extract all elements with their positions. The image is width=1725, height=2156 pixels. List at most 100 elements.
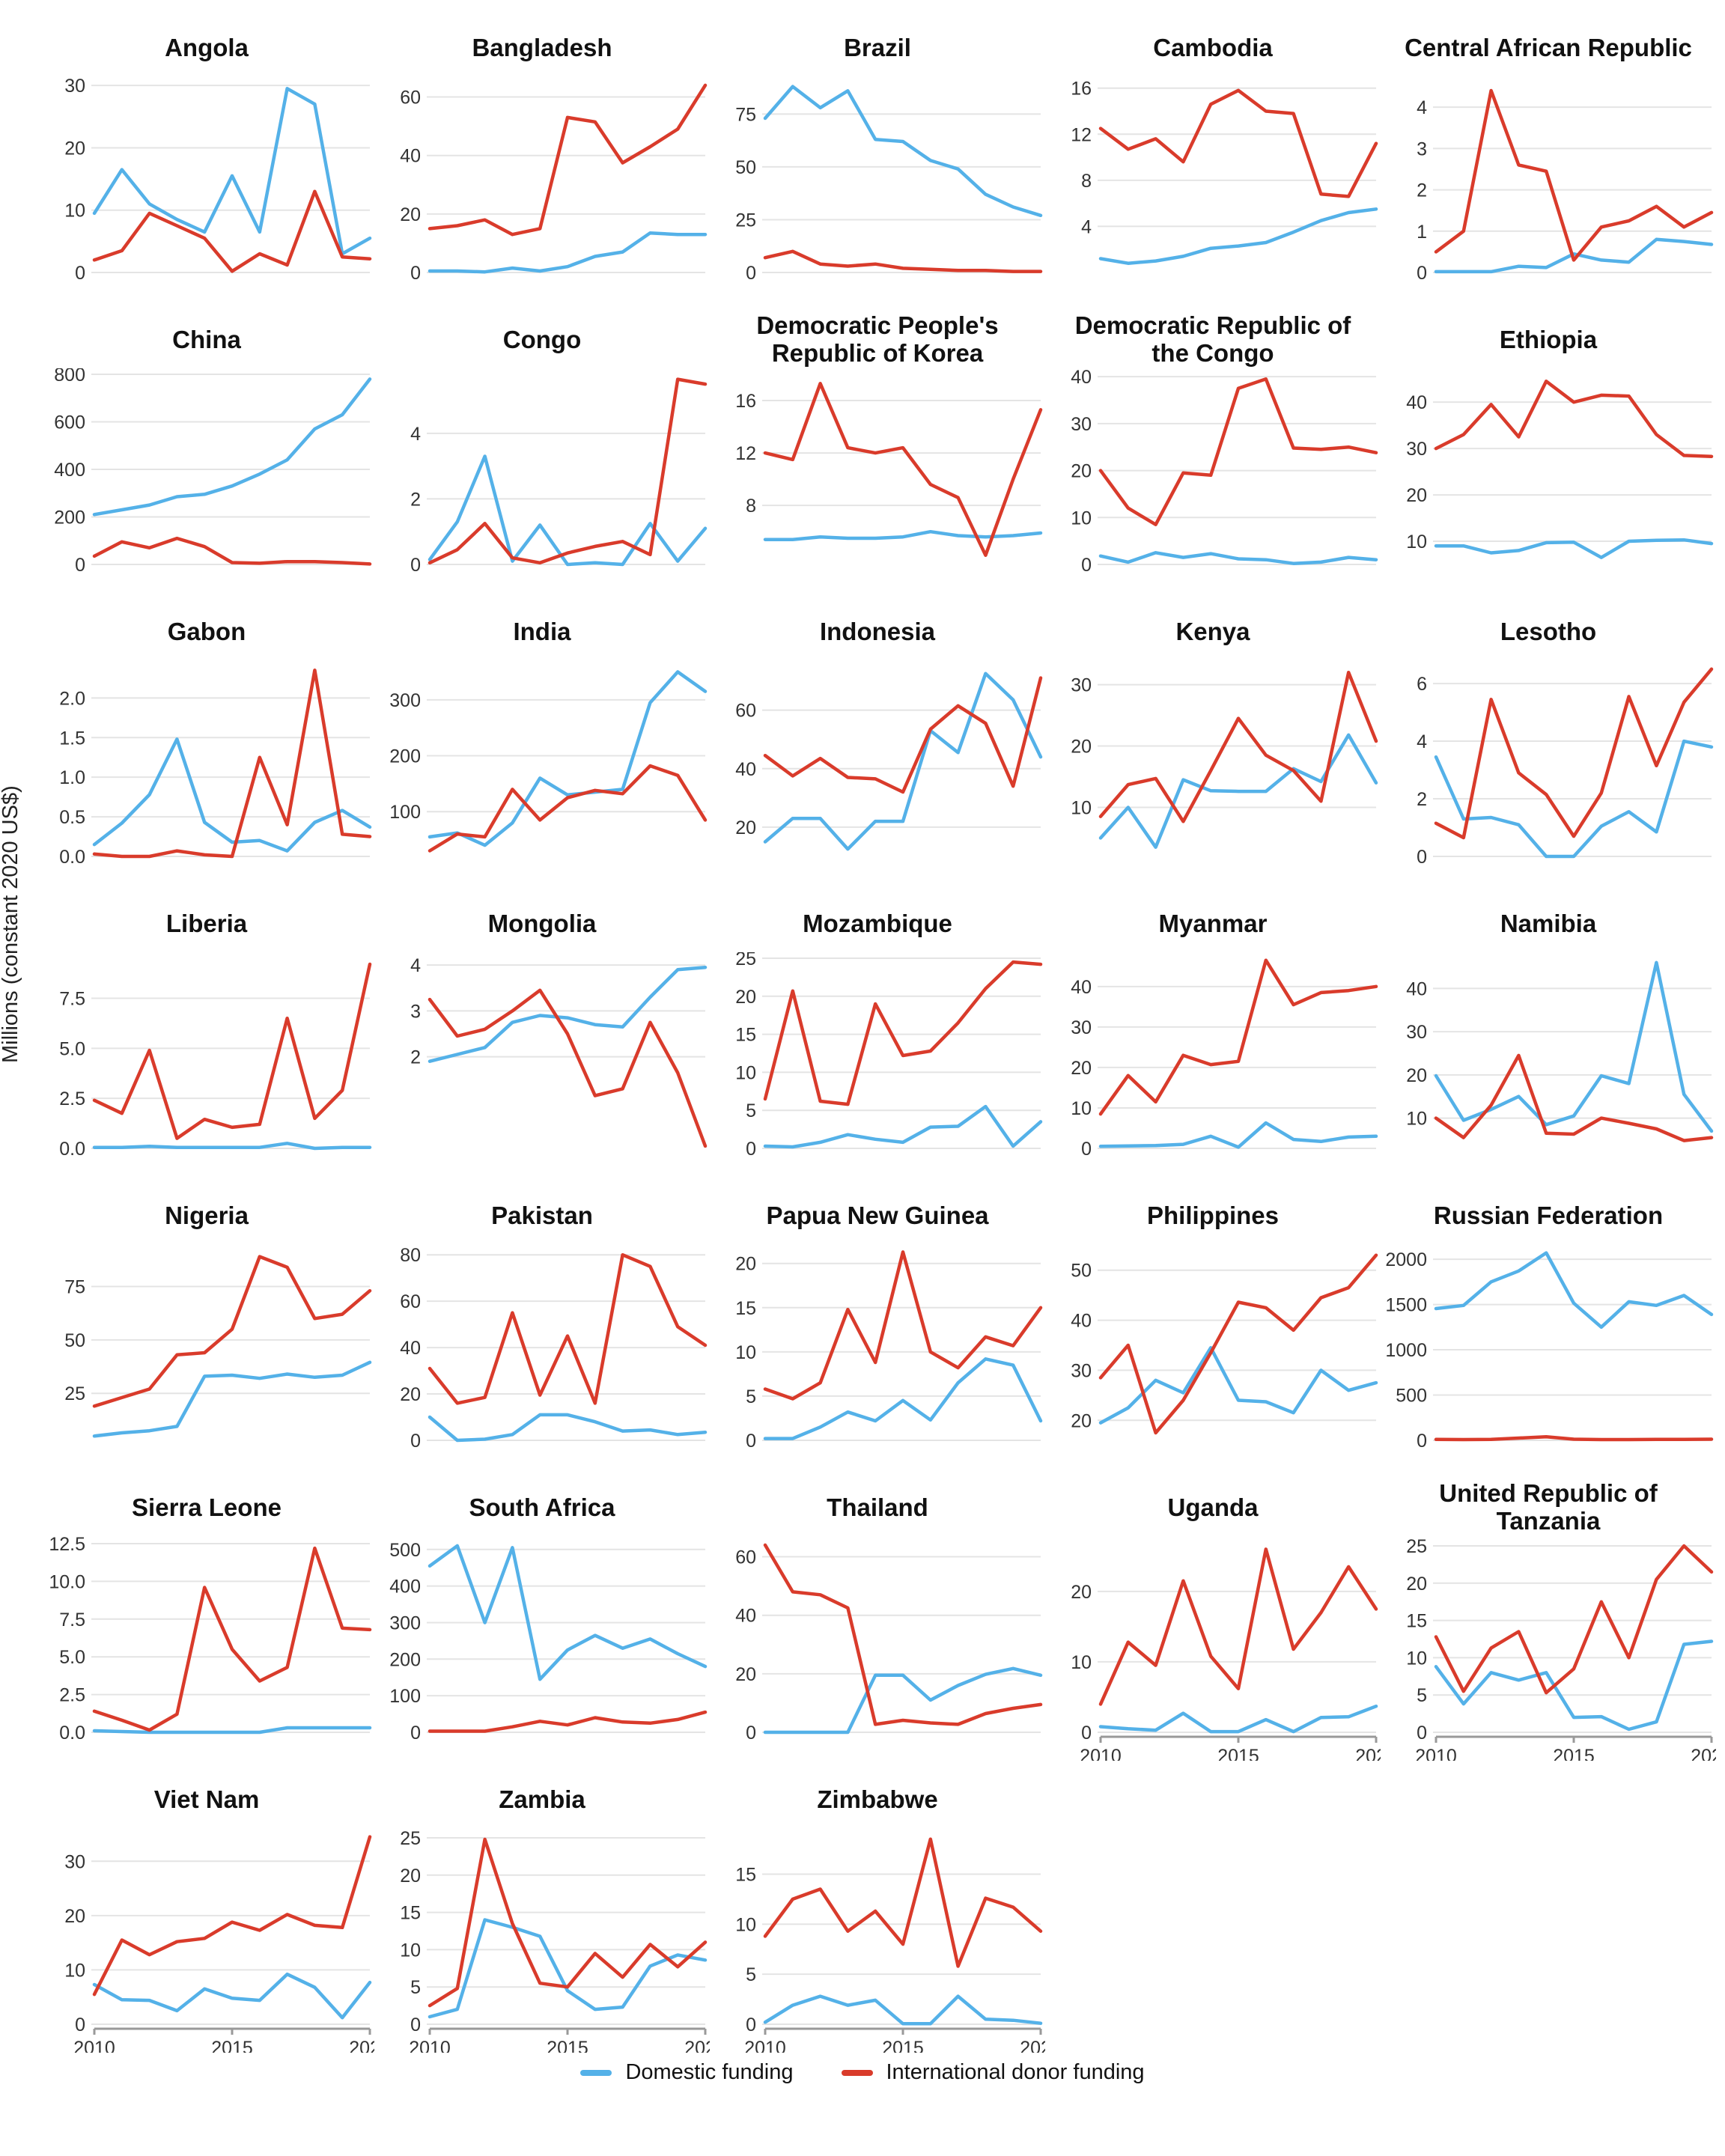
chart-panel: Kenya 10 20 30: [1045, 603, 1381, 888]
international-funding-line: [763, 1837, 1043, 1968]
y-tick-label: 20: [64, 1906, 85, 1927]
y-tick-label: 0: [746, 2015, 756, 2035]
chart-panel: Papua New Guinea 0 5 10 15 20: [710, 1187, 1045, 1472]
x-tick-label: 2015: [1553, 1746, 1595, 1761]
y-tick-label: 25: [64, 1383, 85, 1404]
chart-panel: Thailand 0 20 40 60: [710, 1479, 1045, 1764]
y-tick-label: 25: [1406, 1536, 1427, 1557]
chart-title: Bangladesh: [472, 33, 612, 61]
y-tick-label: 20: [1406, 1065, 1427, 1086]
international-funding-line: [1098, 670, 1378, 823]
domestic-funding-line: [763, 1666, 1043, 1735]
y-tick-label: 2000: [1385, 1249, 1427, 1270]
y-tick-label: 7.5: [59, 988, 85, 1009]
y-tick-label: 300: [389, 690, 421, 711]
y-tick-label: 10: [1071, 797, 1092, 818]
international-funding-line: [92, 962, 372, 1140]
international-funding-line: [1098, 1547, 1378, 1706]
chart-title: Philippines: [1146, 1201, 1280, 1229]
y-tick-label: 500: [1396, 1386, 1427, 1407]
international-funding-line: [763, 382, 1043, 557]
y-tick-label: 5: [746, 1386, 756, 1407]
domestic-funding-line: [428, 965, 708, 1063]
chart-panel: Namibia 10 20 30 40: [1381, 895, 1716, 1180]
y-tick-label: 800: [54, 368, 85, 386]
y-tick-label: 0.0: [59, 1139, 85, 1160]
y-tick-label: 20: [1071, 1410, 1092, 1431]
chart-title: Thailand: [827, 1493, 928, 1521]
legend-label-international: International donor funding: [886, 2060, 1145, 2084]
y-tick-label: 2: [410, 1047, 421, 1068]
y-tick-label: 25: [735, 952, 756, 969]
y-tick-label: 0: [1417, 263, 1427, 284]
chart-title: Liberia: [165, 909, 248, 937]
chart-panel: Central African Republic 0 1 2 3 4: [1381, 19, 1716, 304]
y-tick-label: 20: [735, 817, 756, 838]
domestic-funding-line: [1434, 739, 1714, 859]
chart-panel: Democratic Republic of the Congo 0 10 20 30 4…: [1045, 311, 1381, 596]
y-tick-label: 60: [400, 1291, 421, 1312]
y-tick-label: 5: [746, 1100, 756, 1121]
y-tick-label: 60: [735, 701, 756, 722]
y-tick-label: 10: [1406, 1648, 1427, 1669]
chart-panel: Nigeria 25 50 75: [39, 1187, 374, 1472]
chart-title: Mongolia: [487, 909, 597, 937]
domestic-funding-line: [1098, 1704, 1378, 1734]
y-tick-label: 0: [410, 1431, 421, 1452]
y-tick-label: 0: [410, 555, 421, 576]
chart-plot: 0 5 10 15 20: [735, 1250, 1043, 1452]
domestic-funding-line: [763, 529, 1043, 541]
chart-title: Democratic People's Republic of Korea: [756, 311, 999, 367]
domestic-funding-line: [1434, 960, 1714, 1133]
international-funding-line: [428, 764, 708, 853]
y-tick-label: 0: [75, 263, 85, 284]
legend: Domestic funding International donor fun…: [0, 2060, 1725, 2085]
international-funding-line: [1434, 667, 1714, 840]
y-tick-label: 80: [400, 1245, 421, 1266]
chart-panel: Uganda 0 10 20 2010 2015 2020: [1045, 1479, 1381, 1764]
international-line-swatch: [841, 2069, 873, 2076]
x-tick-label: 2010: [1080, 1746, 1122, 1761]
y-axis-label: Millions (constant 2020 US$): [0, 785, 22, 1063]
domestic-funding-line: [428, 1413, 708, 1443]
x-tick-label: 2020: [1020, 2038, 1045, 2053]
y-tick-label: 50: [735, 157, 756, 178]
y-tick-label: 0: [410, 263, 421, 284]
y-tick-label: 6: [1417, 674, 1427, 695]
y-tick-label: 16: [1071, 79, 1092, 100]
y-tick-label: 10: [64, 201, 85, 222]
y-tick-label: 0: [1081, 1723, 1092, 1744]
international-funding-line: [763, 676, 1043, 794]
chart-title: Viet Nam: [153, 1785, 260, 1813]
x-tick-label: 2020: [1691, 1746, 1716, 1761]
y-tick-label: 200: [54, 508, 85, 529]
y-tick-label: 8: [1081, 171, 1092, 192]
y-tick-label: 2: [1417, 789, 1427, 810]
y-tick-label: 25: [400, 1828, 421, 1849]
chart-plot: 10 20 30 40: [1406, 960, 1714, 1142]
international-funding-line: [763, 249, 1043, 273]
chart-panel: Ethiopia 10 20 30 40: [1381, 311, 1716, 596]
chart-panel: Viet Nam 0 10 20 30 2010 2015 2020: [39, 1771, 374, 2056]
domestic-funding-line: [1434, 538, 1714, 559]
y-tick-label: 300: [389, 1613, 421, 1633]
y-tick-label: 30: [1071, 675, 1092, 696]
chart-plot: 4 8 12 16: [1071, 79, 1378, 265]
chart-plot: 0 1 2 3 4: [1417, 88, 1714, 284]
chart-title: Nigeria: [165, 1201, 249, 1229]
y-tick-label: 30: [1406, 439, 1427, 460]
chart-plot: 0 5 10 15 20 25 2010 2015 2020: [400, 1828, 710, 2053]
international-funding-line: [428, 83, 708, 237]
international-funding-line: [428, 1837, 708, 2008]
y-tick-label: 20: [735, 1254, 756, 1275]
y-tick-label: 10: [1071, 1652, 1092, 1673]
chart-panel: Angola 0 10 20 30: [39, 19, 374, 304]
y-tick-label: 0: [410, 1723, 421, 1744]
chart-title: Democratic Republic of the Congo: [1074, 311, 1351, 367]
y-tick-label: 5.0: [59, 1038, 85, 1059]
chart-plot: 0 5 10 15 20 25: [735, 952, 1043, 1160]
international-funding-line: [92, 189, 372, 273]
y-tick-label: 0.0: [59, 847, 85, 868]
y-tick-label: 40: [1406, 978, 1427, 999]
x-tick-label: 2010: [409, 2038, 451, 2053]
